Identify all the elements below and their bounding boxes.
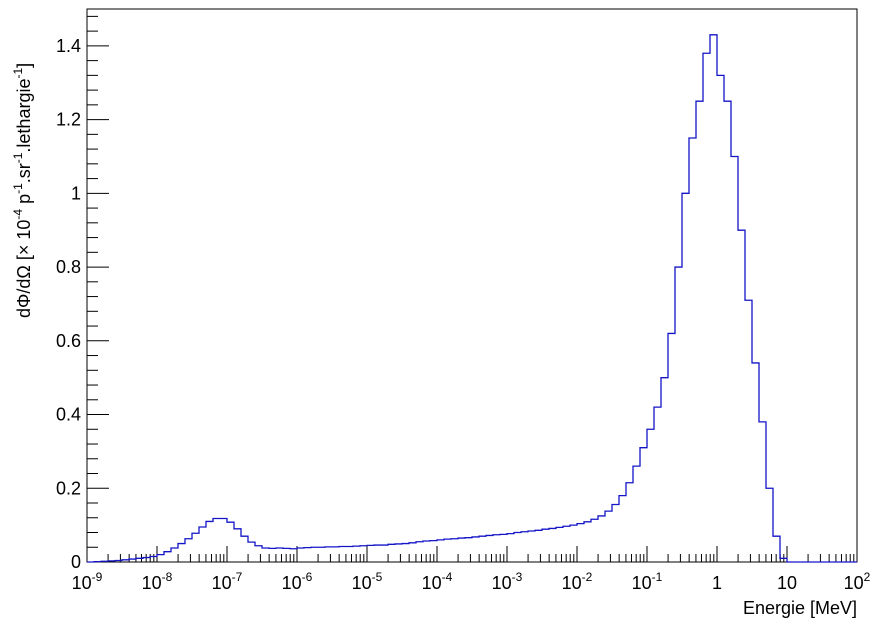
x-tick-label-base: 10	[72, 573, 92, 593]
plot-frame	[86, 8, 858, 563]
x-tick-label-exp: -2	[582, 570, 593, 584]
x-tick-label-base: 10	[844, 573, 864, 593]
y-axis-title-exp2: -1	[11, 183, 25, 194]
y-tick-label: 0.8	[56, 257, 81, 277]
x-tick-label-base: 10	[352, 573, 372, 593]
y-axis-title-exp4: -1	[11, 68, 25, 79]
y-axis-title: dΦ/dΩ [× 10-4 p-1.sr-1.lethargie-1]	[11, 63, 34, 318]
y-axis-title-sr: .sr	[14, 163, 34, 183]
histogram-line	[87, 34, 857, 563]
y-tick-labels: 0 0.2 0.4 0.6 0.8 1 1.2 1.4	[56, 36, 81, 572]
x-tick-label: 10-3	[492, 570, 523, 593]
x-tick-label-base: 10	[777, 573, 797, 593]
x-tick-label-exp: -9	[92, 570, 103, 584]
x-tick-label: 102	[844, 570, 871, 593]
x-tick-label-exp: 2	[864, 570, 871, 584]
x-tick-label-exp: -6	[302, 570, 313, 584]
x-tick-label-exp: -3	[512, 570, 523, 584]
y-tick-label: 1.4	[56, 36, 81, 56]
x-tick-label: 10-1	[632, 570, 663, 593]
y-axis-title-exp1: -4	[11, 209, 25, 220]
y-tick-label: 0.6	[56, 331, 81, 351]
x-tick-label-exp: -1	[652, 570, 663, 584]
x-tick-label-base: 1	[712, 573, 722, 593]
x-tick-label: 1	[712, 573, 722, 593]
x-tick-label: 10-6	[282, 570, 313, 593]
y-axis-title-main: dΦ/dΩ [× 10	[14, 220, 34, 318]
x-tick-label-exp: -5	[372, 570, 383, 584]
y-axis-title-close: ]	[14, 63, 34, 68]
x-axis-title: Energie [MeV]	[743, 598, 857, 618]
x-tick-label-base: 10	[632, 573, 652, 593]
x-tick-label-base: 10	[282, 573, 302, 593]
x-tick-label: 10-9	[72, 570, 103, 593]
x-tick-labels: 10-9 10-8 10-7 10-6 10-5 10-4 10-3 10-2 10-1 1 10 1…	[72, 570, 871, 593]
x-major-ticks	[86, 546, 858, 562]
y-axis-title-p: p	[14, 194, 34, 209]
x-tick-label: 10-2	[562, 570, 593, 593]
x-tick-label-base: 10	[492, 573, 512, 593]
x-tick-label-exp: -7	[232, 570, 243, 584]
y-tick-label: 0.4	[56, 405, 81, 425]
y-tick-label: 1.2	[56, 110, 81, 130]
y-tick-label: 1	[71, 183, 81, 203]
x-tick-label-exp: -8	[162, 570, 173, 584]
x-tick-label-exp: -4	[442, 570, 453, 584]
y-axis-title-leth: .lethargie	[14, 79, 34, 153]
x-tick-label-base: 10	[212, 573, 232, 593]
x-tick-label-base: 10	[422, 573, 442, 593]
y-ticks	[87, 15, 109, 563]
x-minor-ticks	[107, 554, 855, 562]
y-axis-title-exp3: -1	[11, 152, 25, 163]
x-tick-label: 10	[777, 573, 797, 593]
y-tick-label: 0.2	[56, 478, 81, 498]
x-tick-label-base: 10	[562, 573, 582, 593]
x-tick-label: 10-4	[422, 570, 453, 593]
x-tick-label: 10-5	[352, 570, 383, 593]
x-tick-label: 10-8	[142, 570, 173, 593]
y-tick-label: 0	[71, 552, 81, 572]
x-tick-label: 10-7	[212, 570, 243, 593]
x-tick-label-base: 10	[142, 573, 162, 593]
